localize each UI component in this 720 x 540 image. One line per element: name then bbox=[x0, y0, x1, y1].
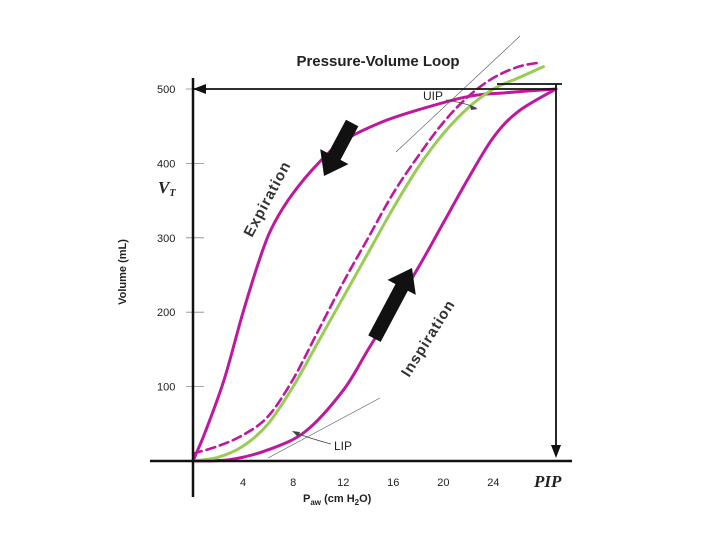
x-axis-label: Paw (cm H2O) bbox=[303, 493, 372, 507]
x-tick-label-20: 20 bbox=[437, 477, 449, 489]
series-inspiration-line bbox=[191, 87, 558, 463]
lip-pointer-head bbox=[292, 431, 300, 437]
lip-pointer bbox=[293, 431, 332, 445]
x-tick-label-4: 4 bbox=[240, 477, 246, 489]
lip-tangent-line bbox=[267, 397, 381, 459]
expiration-arrow bbox=[320, 119, 359, 176]
lip-label: LIP bbox=[334, 439, 352, 453]
series-expiration-line bbox=[191, 87, 558, 463]
series-layer bbox=[191, 61, 558, 463]
x-tick-label-16: 16 bbox=[387, 477, 399, 489]
vt-arrow-head bbox=[193, 84, 206, 94]
y-tick-label-400: 400 bbox=[157, 158, 175, 170]
uip-label: UIP bbox=[423, 89, 443, 103]
inspiration-label: Inspiration bbox=[398, 297, 459, 380]
series-compliance-line bbox=[191, 65, 545, 463]
x-tick-label-24: 24 bbox=[487, 477, 499, 489]
inspiration-arrow bbox=[368, 268, 416, 342]
expiration-label: Expiration bbox=[241, 158, 295, 240]
pip-arrow-head bbox=[551, 445, 561, 458]
grid-lines bbox=[186, 88, 204, 388]
x-tick-label-8: 8 bbox=[290, 477, 296, 489]
y-tick-label-200: 200 bbox=[157, 307, 175, 319]
y-tick-labels: 100 200 300 400 500 bbox=[157, 84, 175, 394]
x-tick-labels: 4 8 12 16 20 24 bbox=[240, 477, 500, 489]
y-axis-label: Volume (mL) bbox=[117, 239, 129, 305]
x-tick-label-12: 12 bbox=[337, 477, 349, 489]
pip-label: PIP bbox=[533, 472, 562, 491]
uip-pointer-head bbox=[470, 105, 478, 110]
vt-label: VT bbox=[158, 178, 176, 199]
uip-tangent-line bbox=[395, 35, 521, 153]
chart-title: Pressure-Volume Loop bbox=[296, 53, 459, 70]
y-tick-label-100: 100 bbox=[157, 382, 175, 394]
series-dashed-line bbox=[191, 61, 539, 455]
y-tick-label-300: 300 bbox=[157, 233, 175, 245]
y-tick-label-500: 500 bbox=[157, 84, 175, 96]
